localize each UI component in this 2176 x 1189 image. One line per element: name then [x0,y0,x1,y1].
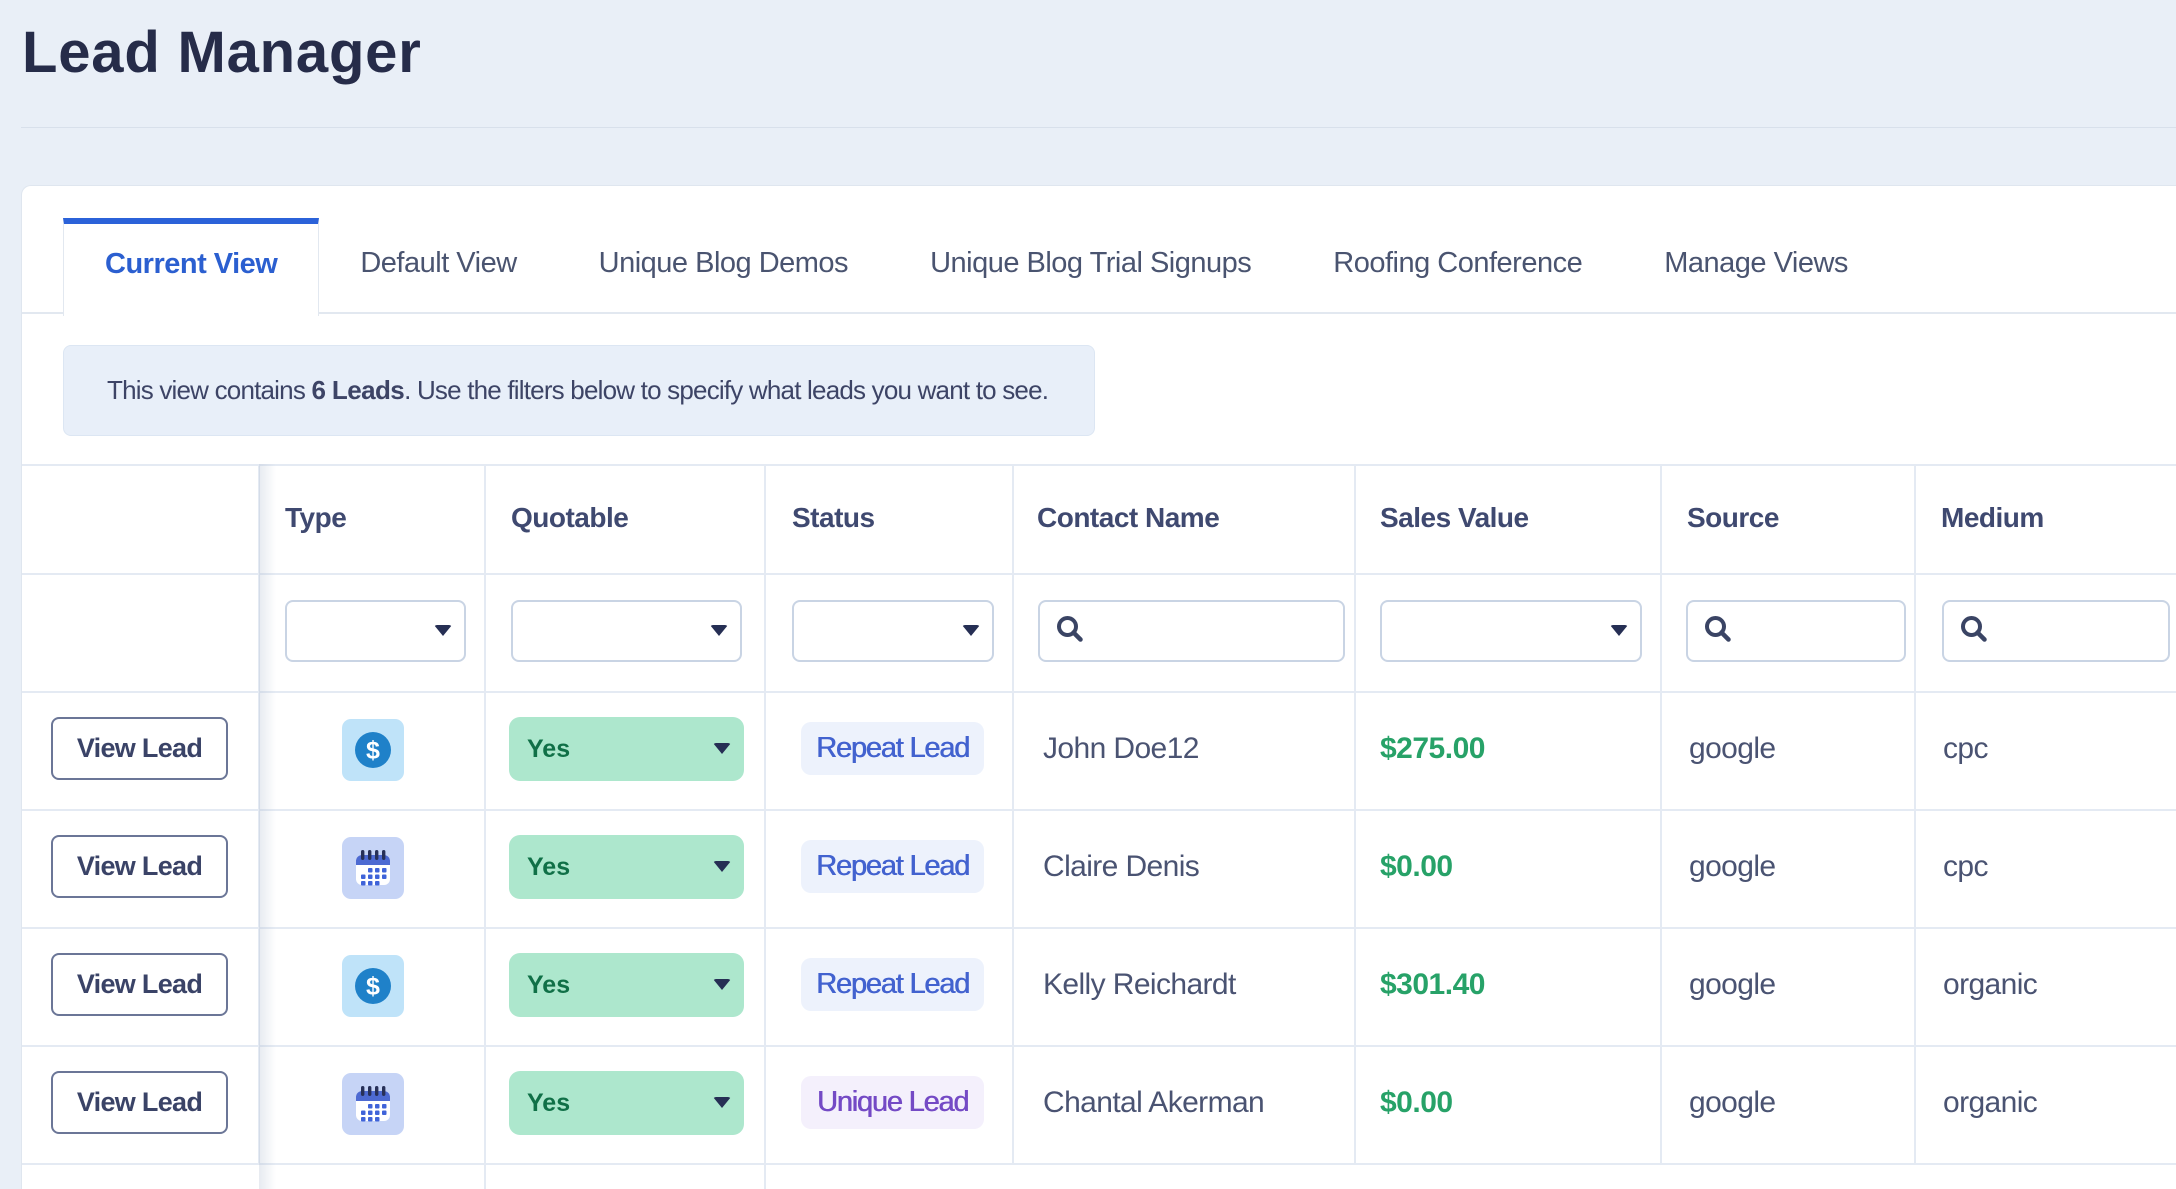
svg-text:$: $ [366,737,380,765]
svg-text:$: $ [366,973,380,1001]
